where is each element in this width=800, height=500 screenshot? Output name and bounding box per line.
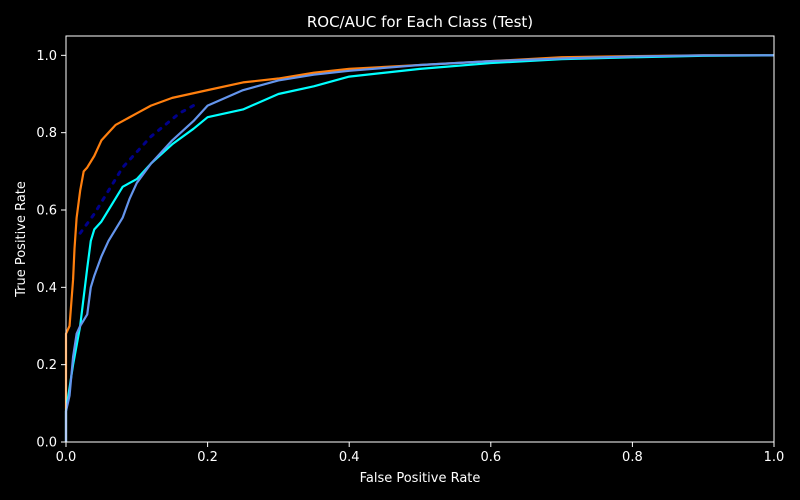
chart-title: ROC/AUC for Each Class (Test) bbox=[307, 13, 533, 31]
roc-series-line-2 bbox=[64, 54, 775, 442]
ticks-layer: 0.0 0.2 0.4 0.6 0.8 1.0 0.0 0.2 0.4 0.6 0.8 1.0 bbox=[36, 49, 784, 465]
roc-series-line-3 bbox=[64, 54, 774, 442]
roc-series-line-4 bbox=[78, 104, 195, 235]
x-axis-label: False Positive Rate bbox=[360, 471, 481, 486]
x-tick-label: 0.4 bbox=[339, 450, 360, 465]
y-axis-label: True Positive Rate bbox=[14, 181, 29, 298]
x-tick-label: 0.8 bbox=[622, 450, 643, 465]
plot-frame bbox=[65, 35, 775, 443]
series-layer bbox=[64, 54, 775, 442]
y-tick-label: 1.0 bbox=[36, 49, 57, 64]
y-tick-label: 0.4 bbox=[36, 281, 57, 296]
y-tick-label: 0.8 bbox=[36, 126, 57, 141]
x-tick-label: 0.0 bbox=[56, 450, 77, 465]
x-tick-label: 0.2 bbox=[197, 450, 218, 465]
x-tick-label: 1.0 bbox=[764, 450, 785, 465]
y-tick-label: 0.2 bbox=[36, 358, 57, 373]
x-tick-label: 0.6 bbox=[480, 450, 501, 465]
y-tick-label: 0.6 bbox=[36, 204, 57, 219]
y-tick-label: 0.0 bbox=[36, 436, 57, 451]
